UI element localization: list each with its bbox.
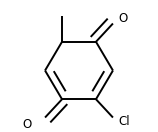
Text: Cl: Cl	[118, 115, 130, 128]
Text: O: O	[23, 118, 32, 131]
Text: O: O	[118, 12, 127, 25]
